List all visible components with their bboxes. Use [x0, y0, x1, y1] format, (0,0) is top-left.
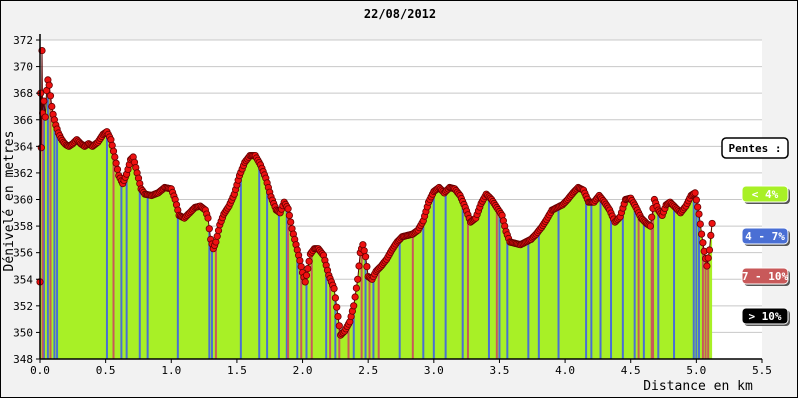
data-point	[331, 294, 339, 302]
x-axis-label: Distance en km	[643, 379, 753, 394]
data-point	[694, 203, 702, 211]
data-point	[703, 262, 711, 270]
data-point	[301, 278, 309, 286]
y-tick-label: 366	[13, 114, 33, 127]
legend-swatch	[741, 267, 789, 285]
x-tick-label: 3.5	[490, 364, 510, 377]
x-tick-label: 4.5	[621, 364, 641, 377]
data-point	[111, 153, 119, 161]
y-tick-label: 368	[13, 87, 33, 100]
data-point	[45, 81, 53, 89]
y-tick-label: 364	[13, 140, 33, 153]
data-point	[335, 322, 343, 330]
y-tick-label: 360	[13, 194, 33, 207]
data-point	[705, 246, 714, 254]
legend-label: < 4%	[752, 188, 779, 201]
data-point	[334, 312, 342, 321]
legend: Pentes : < 4% 4 - 7% 7 - 10% > 10%	[721, 137, 790, 326]
y-tick-label: 352	[13, 300, 33, 313]
y-tick-label: 354	[13, 273, 33, 286]
x-tick-label: 1.5	[227, 364, 247, 377]
y-axis-label: Dénivelé en metres	[2, 131, 17, 272]
x-tick-label: 0.0	[30, 364, 50, 377]
data-point	[361, 253, 370, 261]
data-point	[287, 218, 295, 226]
data-point	[37, 144, 45, 152]
data-point	[304, 264, 312, 273]
data-point	[113, 165, 122, 173]
y-tick-label: 356	[13, 247, 33, 260]
x-tick-label: 0.5	[96, 364, 116, 377]
y-tick-label: 358	[13, 220, 33, 233]
data-point	[305, 257, 313, 265]
data-point	[691, 189, 699, 197]
data-point	[692, 196, 701, 204]
data-point	[112, 159, 120, 167]
legend-title: Pentes :	[729, 142, 782, 155]
x-tick-label: 1.0	[161, 364, 181, 377]
data-point	[205, 225, 213, 233]
data-point	[46, 92, 55, 100]
data-point	[707, 231, 715, 239]
legend-label: 4 - 7%	[745, 230, 785, 243]
x-tick-label: 3.0	[424, 364, 444, 377]
x-tick-label: 2.0	[293, 364, 313, 377]
data-point	[48, 102, 56, 111]
data-point	[296, 256, 304, 265]
legend-title-box	[721, 137, 789, 159]
axes: 348 350 352 354 356 358 360 362 364 366 368 370 372 0…	[13, 34, 772, 377]
data-point	[697, 230, 706, 238]
y-tick-label: 362	[13, 167, 33, 180]
x-tick-label: 4.0	[555, 364, 575, 377]
data-point	[648, 213, 656, 221]
data-point	[355, 262, 363, 270]
y-tick-label: 348	[13, 353, 33, 366]
data-point	[360, 247, 368, 255]
legend-swatch	[741, 227, 789, 245]
data-point	[646, 222, 655, 230]
x-tick-label: 5.0	[686, 364, 706, 377]
data-point	[297, 262, 305, 271]
data-point	[285, 211, 293, 219]
chart-title: 22/08/2012	[364, 7, 436, 21]
data-point	[40, 97, 48, 105]
data-point	[696, 220, 704, 228]
data-point	[350, 302, 358, 310]
data-point	[204, 214, 212, 222]
data-point	[708, 219, 716, 228]
data-point	[302, 271, 311, 279]
data-point	[108, 141, 116, 149]
data-point	[330, 284, 338, 293]
data-point	[352, 284, 360, 292]
data-point	[41, 113, 49, 121]
data-point	[354, 275, 362, 283]
data-point	[699, 239, 707, 247]
plot-area	[36, 39, 762, 360]
legend-label: > 10%	[748, 310, 781, 323]
y-tick-label: 370	[13, 61, 33, 74]
data-point	[351, 293, 359, 301]
legend-label: 7 - 10%	[742, 270, 789, 283]
data-point	[109, 147, 118, 155]
legend-swatch	[741, 307, 789, 325]
x-tick-label: 5.5	[752, 364, 772, 377]
y-tick-label: 350	[13, 326, 33, 339]
data-point	[284, 205, 292, 213]
elevation-area	[40, 50, 713, 359]
y-tick-label: 372	[13, 34, 33, 47]
data-point	[359, 241, 367, 249]
data-point	[704, 254, 712, 262]
data-point	[363, 262, 371, 271]
x-tick-label: 2.5	[358, 364, 378, 377]
data-point	[695, 210, 703, 218]
data-point	[213, 232, 221, 240]
data-point	[333, 303, 341, 311]
legend-swatch	[741, 185, 789, 203]
